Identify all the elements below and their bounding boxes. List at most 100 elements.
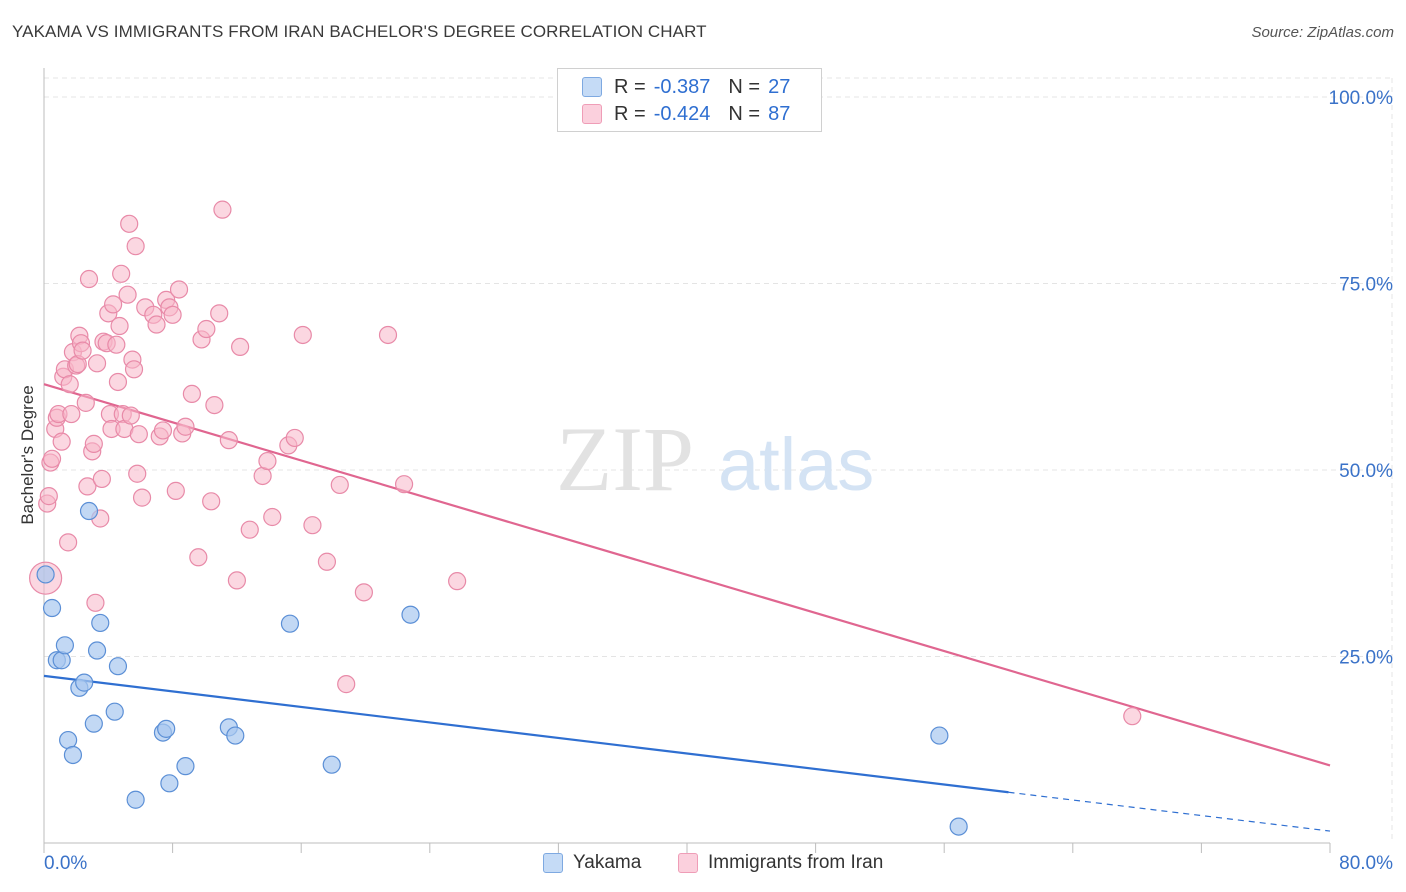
iran-point [79,269,99,289]
iran-point [169,280,189,299]
watermark-zip: ZIP [556,408,694,510]
iran-point [263,507,282,527]
yakama-point [930,726,949,745]
iran-point [182,384,201,404]
source-label: Source: ZipAtlas.com [1251,24,1394,41]
legend-item-yakama: Yakama [543,852,641,874]
iran-point [84,434,103,453]
iran-point [120,214,139,233]
yakama-point [105,702,124,721]
chart-title: YAKAMA VS IMMIGRANTS FROM IRAN BACHELOR'… [12,22,707,41]
iran-point [92,469,111,489]
iran-point [354,583,373,602]
legend-r-value: -0.387 [653,75,711,98]
iran-point [293,325,312,345]
iran-point [153,421,173,440]
iran-point [52,432,71,451]
legend-n-label: N = [728,75,761,98]
legend-row-iran: R = -0.424 N = 87 [582,101,790,127]
watermark: ZIP atlas [556,408,874,510]
y-tick-label: 75.0% [1339,275,1393,296]
x-tick-label: 80.0% [1339,853,1393,874]
yakama-swatch [582,77,602,97]
axis-labels: 25.0% 50.0% 75.0% 100.0% 0.0% 80.0% Bachelor's… [18,88,1393,874]
legend-n-label: N = [728,102,761,125]
yakama-point [63,745,83,765]
iran-point [104,295,123,314]
legend-r-label: R = [614,102,646,125]
data-points [29,200,1142,836]
iran-point [39,487,58,506]
yakama-point [108,657,128,676]
iran-point [205,395,224,415]
yakama-point [126,790,145,809]
yakama-point [75,673,94,692]
iran-point [317,552,337,571]
yakama-point [91,613,110,633]
yakama-point [322,755,341,774]
iran-point [210,304,229,323]
yakama-point [401,605,420,624]
iran-point [112,264,131,283]
iran-point [231,337,250,357]
series-legend: Yakama Immigrants from Iran [0,852,1406,878]
iran-point [448,572,467,591]
yakama-trend-extension [1008,791,1331,832]
iran-point [330,475,349,495]
iran-point [219,431,238,450]
legend-item-iran: Immigrants from Iran [678,852,883,874]
legend-item-label: Yakama [573,852,642,873]
iran-point [337,675,356,694]
legend-item-label: Immigrants from Iran [708,852,884,873]
iran-point [258,451,277,471]
iran-point [42,449,62,468]
yakama-point [52,651,71,670]
yakama-legend-swatch [543,853,563,873]
yakama-point [157,719,176,738]
iran-point [118,285,137,304]
iran-legend-swatch [678,853,698,873]
iran-point [121,406,140,425]
y-tick-label: 100.0% [1329,88,1394,109]
trend-lines [43,383,1331,832]
iran-point [202,492,221,511]
iran-point [197,319,216,339]
yakama-trend-line [43,674,1009,794]
iran-point [240,520,259,539]
legend-r-value: -0.424 [653,102,711,125]
correlation-legend: R = -0.387 N = 27 R = -0.424 N = 87 [557,68,822,132]
iran-point [108,372,128,392]
yakama-point [280,614,300,633]
iran-point [378,325,398,345]
iran-point [189,548,208,567]
yakama-point [160,774,179,793]
legend-row-yakama: R = -0.387 N = 27 [582,74,790,100]
watermark-atlas: atlas [718,423,874,506]
y-tick-label: 25.0% [1339,648,1393,669]
iran-point [59,533,78,552]
iran-point [285,428,304,448]
iran-swatch [582,104,602,124]
iran-point [128,464,147,483]
iran-point [107,335,126,354]
x-tick-label: 0.0% [44,853,87,874]
iran-point [394,475,414,494]
iran-point [73,341,92,360]
iran-point [124,360,144,379]
iran-point [227,571,246,590]
yakama-point [226,726,245,745]
iran-point [76,393,95,412]
y-axis-label: Bachelor's Degree [18,385,37,524]
yakama-point [176,757,195,776]
iran-point [60,375,79,394]
iran-trend-line [43,383,1331,767]
grid [44,77,1393,843]
yakama-point [55,636,74,655]
iran-point [62,404,81,424]
iran-point [166,481,185,500]
iran-point [126,237,145,256]
yakama-point [42,598,62,618]
yakama-point [87,641,107,660]
yakama-point [36,565,55,584]
